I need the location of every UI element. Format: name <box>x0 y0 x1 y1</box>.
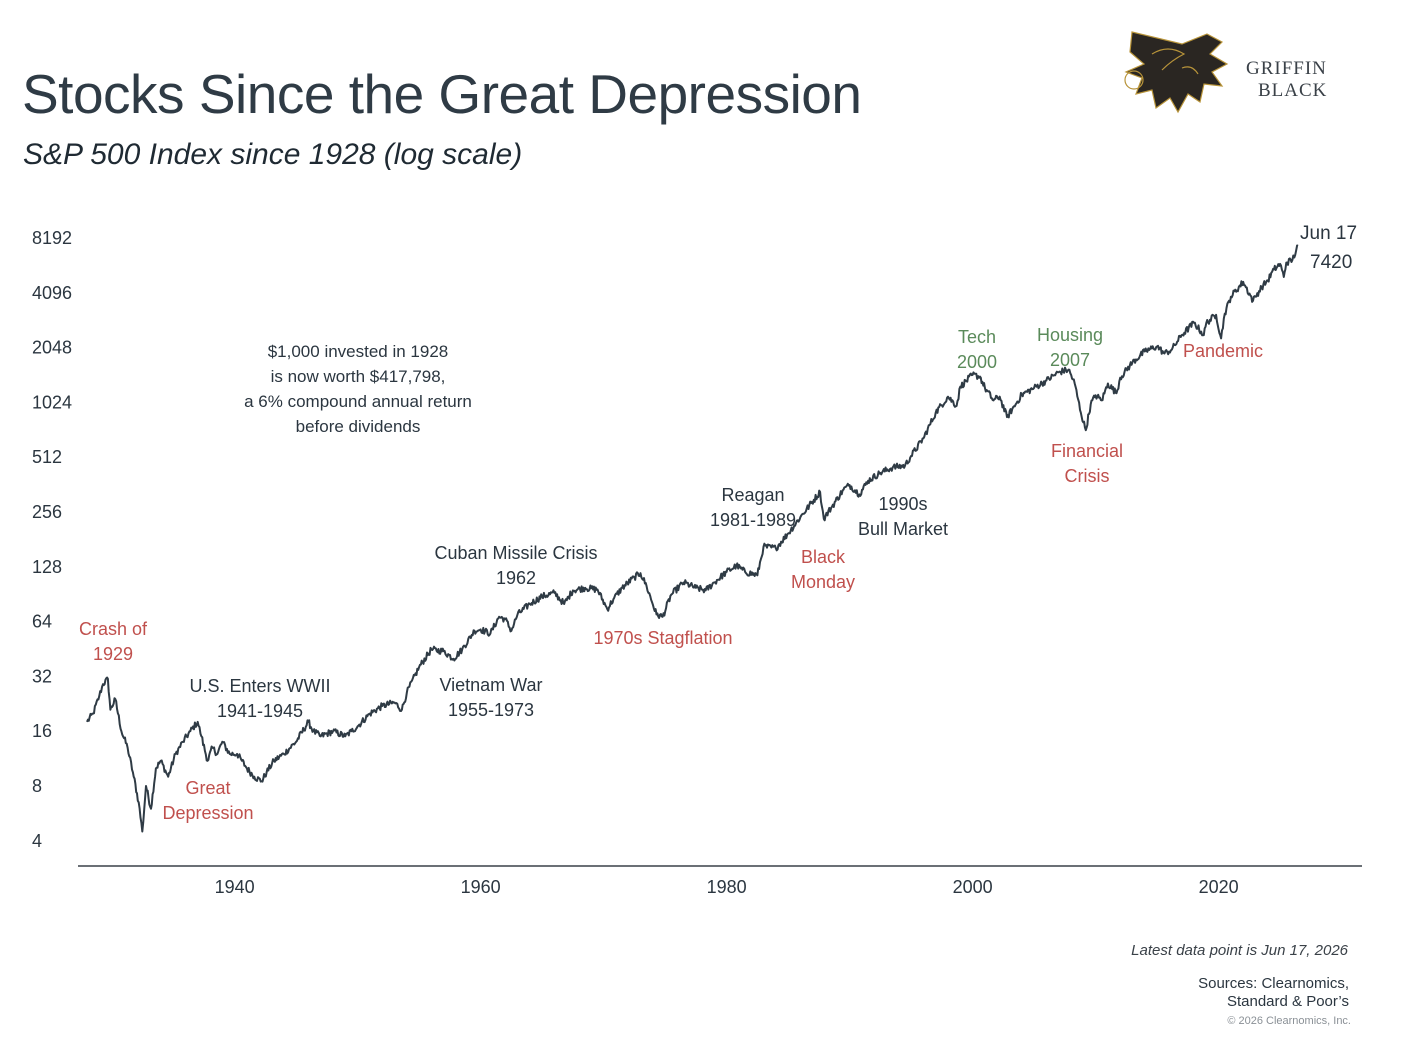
annotation-housing2007: Housing <box>1037 325 1103 345</box>
y-tick-label: 8 <box>32 776 42 796</box>
brand-line-2: BLACK <box>1258 80 1328 101</box>
y-tick-label: 32 <box>32 666 52 686</box>
endpoint-value-label: 7420 <box>1310 252 1352 273</box>
annotation-wwii: U.S. Enters WWII <box>189 676 330 696</box>
y-tick-label: 8192 <box>32 228 72 248</box>
x-tick-label: 1940 <box>215 877 255 897</box>
annotation-reagan: 1981-1989 <box>710 510 796 530</box>
sources-note: Sources: Clearnomics, Standard & Poor’s <box>1198 975 1349 1011</box>
y-tick-label: 16 <box>32 721 52 741</box>
page-subtitle: S&P 500 Index since 1928 (log scale) <box>23 138 523 171</box>
annotation-pandemic: Pandemic <box>1183 341 1263 361</box>
annotation-financial_crisis: Crisis <box>1065 466 1110 486</box>
sources-line-2: Standard & Poor’s <box>1226 993 1349 1010</box>
annotation-reagan: Reagan <box>721 485 784 505</box>
y-tick-label: 512 <box>32 447 62 467</box>
callout-text: is now worth $417,798, <box>271 367 446 386</box>
x-tick-label: 1980 <box>707 877 747 897</box>
brand-logo-text: GRIFFIN BLACK <box>1246 58 1327 102</box>
x-tick-label: 2000 <box>953 877 993 897</box>
annotation-bull90s: Bull Market <box>858 519 948 539</box>
annotation-stagflation: 1970s Stagflation <box>593 628 732 648</box>
annotation-vietnam: 1955-1973 <box>448 700 534 720</box>
sources-line-1: Sources: Clearnomics, <box>1198 975 1349 992</box>
y-tick-label: 2048 <box>32 338 72 358</box>
griffin-crest-icon <box>1124 31 1229 114</box>
page-title: Stocks Since the Great Depression <box>22 63 862 125</box>
annotation-crash1929: 1929 <box>93 644 133 664</box>
callout-text: before dividends <box>296 417 421 436</box>
callout-text: $1,000 invested in 1928 <box>268 342 449 361</box>
annotation-cuban: Cuban Missile Crisis <box>434 543 597 563</box>
annotation-crash1929: Crash of <box>79 619 148 639</box>
callout-text: a 6% compound annual return <box>244 392 472 411</box>
y-tick-label: 1024 <box>32 392 72 412</box>
x-tick-label: 1960 <box>461 877 501 897</box>
annotation-financial_crisis: Financial <box>1051 441 1123 461</box>
annotation-black_monday: Black <box>801 547 846 567</box>
x-tick-label: 2020 <box>1199 877 1239 897</box>
brand-line-1: GRIFFIN <box>1246 58 1327 79</box>
endpoint-date-label: Jun 17 <box>1300 223 1357 244</box>
sp500-series-line <box>86 244 1299 833</box>
copyright-note: © 2026 Clearnomics, Inc. <box>1227 1015 1351 1027</box>
y-tick-label: 64 <box>32 612 52 632</box>
annotation-cuban: 1962 <box>496 568 536 588</box>
annotation-wwii: 1941-1945 <box>217 701 303 721</box>
y-tick-label: 128 <box>32 557 62 577</box>
annotation-housing2007: 2007 <box>1050 350 1090 370</box>
y-tick-label: 256 <box>32 502 62 522</box>
latest-data-note: Latest data point is Jun 17, 2026 <box>1131 942 1348 959</box>
annotation-great_depression: Great <box>185 778 230 798</box>
annotation-vietnam: Vietnam War <box>439 675 542 695</box>
annotation-great_depression: Depression <box>162 803 253 823</box>
y-tick-label: 4096 <box>32 283 72 303</box>
annotation-bull90s: 1990s <box>878 494 927 514</box>
y-tick-label: 4 <box>32 831 42 851</box>
annotation-black_monday: Monday <box>791 572 855 592</box>
annotation-tech2000: Tech <box>958 327 996 347</box>
annotation-tech2000: 2000 <box>957 352 997 372</box>
